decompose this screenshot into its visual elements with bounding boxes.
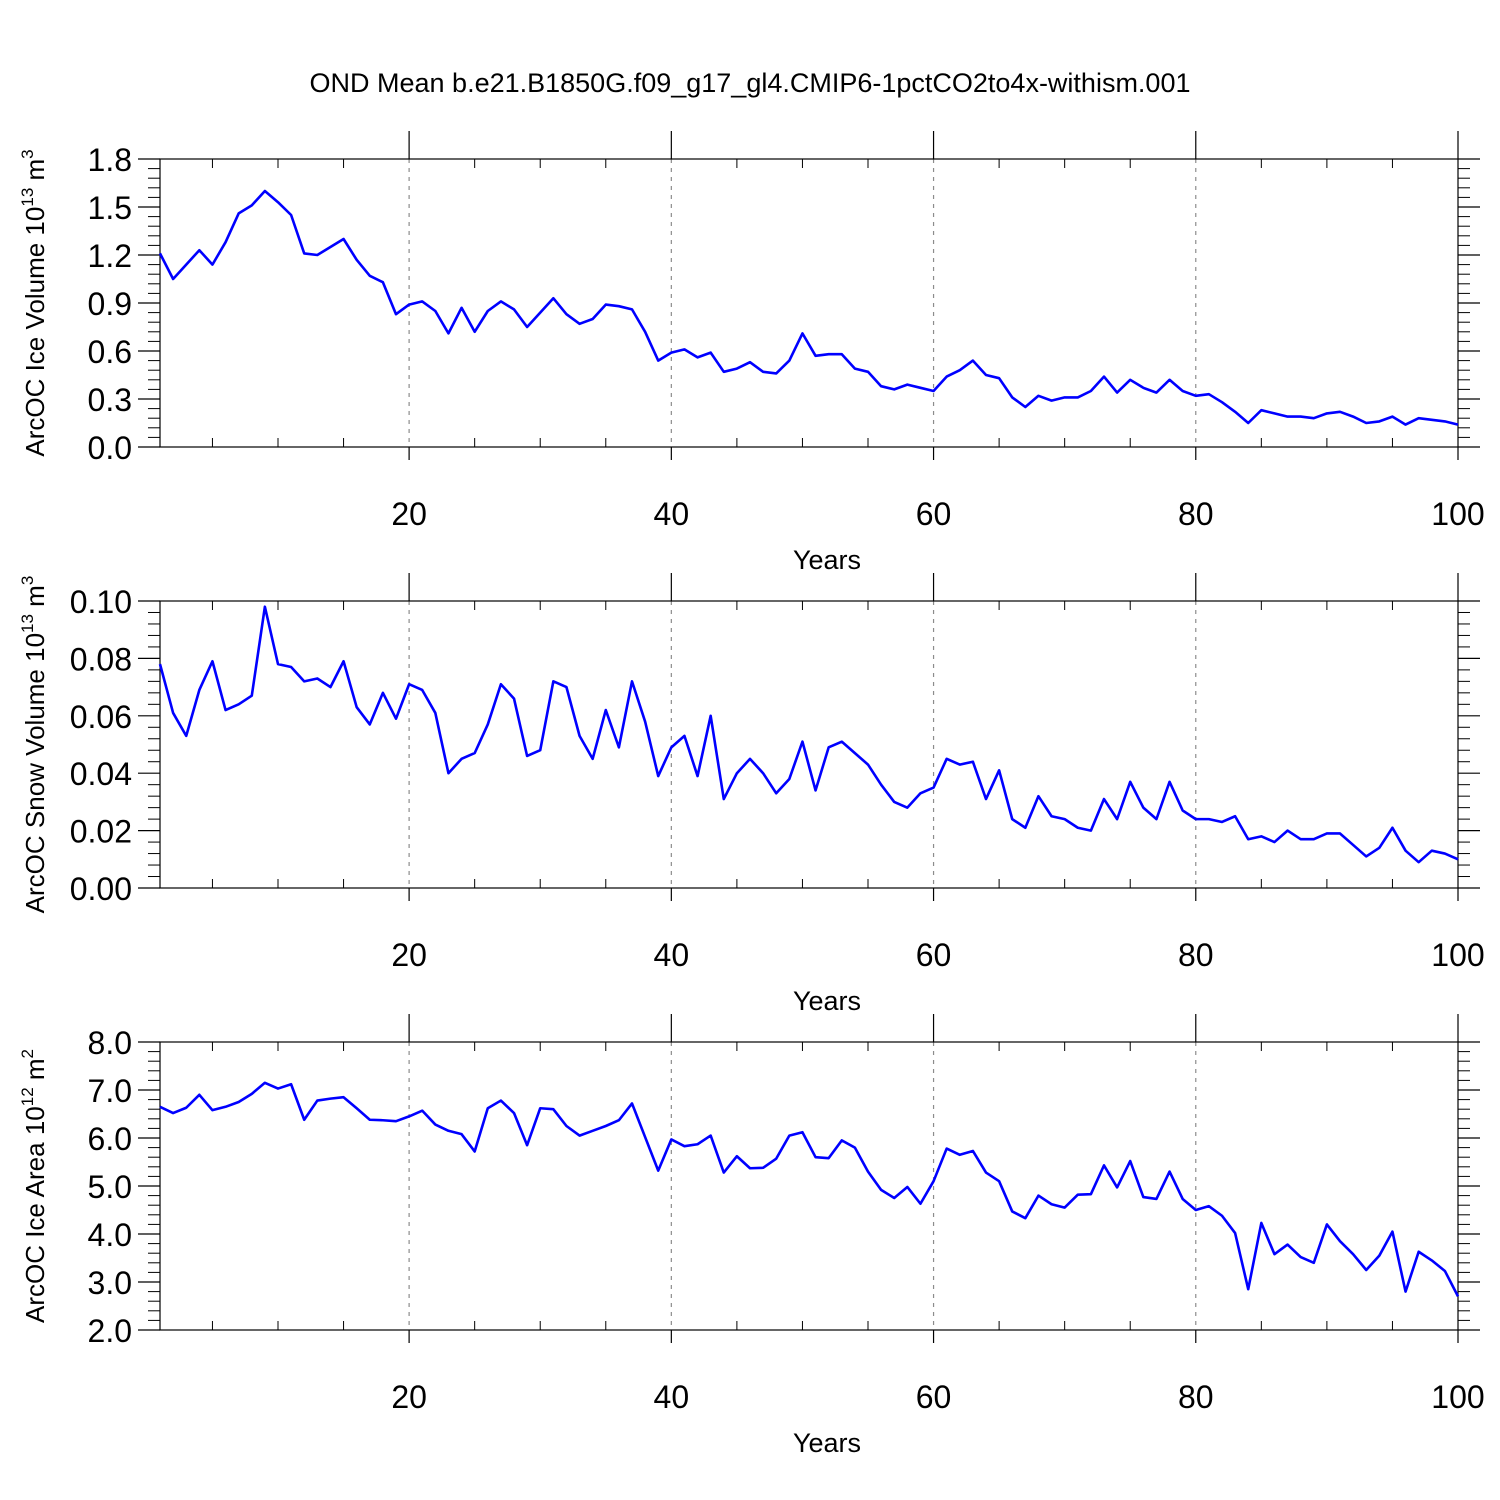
y-tick-label: 6.0 [88,1121,132,1157]
y-tick-label: 2.0 [88,1313,132,1349]
y-axis-title-main: ArcOC Ice Area 10 [20,1106,50,1323]
series-line [159,1081,1460,1297]
x-tick-label: 40 [654,496,690,532]
y-tick-label: 1.2 [88,238,132,274]
y-tick-label: 1.8 [88,142,132,178]
x-axis-title: Years [793,545,861,575]
x-tick-label: 40 [654,1379,690,1415]
plot-frame [159,600,1459,889]
y-tick-label: 5.0 [88,1169,132,1205]
x-tick-label: 60 [916,937,952,973]
y-axis-title-unit-exponent: 2 [18,1049,37,1058]
y-tick-label: 8.0 [88,1025,132,1061]
x-tick-label: 80 [1178,496,1214,532]
y-axis-title-unit-exponent: 3 [18,149,37,158]
x-tick-label: 100 [1431,937,1484,973]
y-tick-label: 0.10 [70,584,132,620]
y-axis-title-main: ArcOC Snow Volume 10 [20,633,50,913]
y-tick-label: 0.06 [70,699,132,735]
y-axis-title-unit-exponent: 3 [18,576,37,585]
x-tick-label: 20 [391,496,427,532]
y-tick-label: 1.5 [88,190,132,226]
y-tick-label: 0.04 [70,756,132,792]
panel-2: 20 40 60 80 100 Years 0.00 0.02 0.04 0.06 0.08 0.10… [18,573,1485,1016]
y-tick-label: 0.6 [88,334,132,370]
y-tick-label: 0.9 [88,286,132,322]
plot-frame [159,1041,1459,1331]
y-axis-title: ArcOC Snow Volume 1013 m3 [18,576,50,914]
y-tick-label: 0.02 [70,814,132,850]
y-axis-title-unit: m [20,1058,50,1087]
y-axis-title-exponent: 12 [18,1087,37,1106]
plot-frame [159,158,1459,448]
y-tick-label: 0.08 [70,641,132,677]
x-tick-label: 100 [1431,496,1484,532]
x-tick-label: 80 [1178,1379,1214,1415]
figure-title: OND Mean b.e21.B1850G.f09_g17_gl4.CMIP6-… [310,68,1191,98]
y-tick-label: 4.0 [88,1217,132,1253]
y-axis-title-exponent: 13 [18,614,37,633]
x-axis-title: Years [793,1428,861,1458]
y-tick-label: 7.0 [88,1073,132,1109]
x-tick-label: 20 [391,937,427,973]
y-tick-label: 3.0 [88,1265,132,1301]
y-axis-title: ArcOC Ice Area 1012 m2 [18,1049,50,1323]
y-tick-label: 0.3 [88,382,132,418]
y-axis-title-exponent: 13 [18,188,37,207]
panel-1: 20 40 60 80 100 Years 0.0 0.3 0.6 0.9 1.2 1.5 1.8 Arc… [18,131,1485,575]
x-tick-label: 40 [654,937,690,973]
y-tick-label: 0.00 [70,871,132,907]
y-tick-label: 0.0 [88,430,132,466]
x-tick-label: 80 [1178,937,1214,973]
x-axis-title: Years [793,986,861,1016]
series-line [158,189,1459,426]
x-tick-label: 100 [1431,1379,1484,1415]
panel-3: 20 40 60 80 100 Years 2.0 3.0 4.0 5.0 6.0 7.0 8.0 Arc… [18,1014,1485,1458]
x-tick-label: 60 [916,1379,952,1415]
y-axis-title-unit: m [20,159,50,188]
x-tick-label: 60 [916,496,952,532]
y-axis-title-unit: m [20,585,50,614]
y-axis-title: ArcOC Ice Volume 1013 m3 [18,149,50,456]
series-line [158,605,1459,864]
y-axis-title-main: ArcOC Ice Volume 10 [20,207,50,457]
x-tick-label: 20 [391,1379,427,1415]
